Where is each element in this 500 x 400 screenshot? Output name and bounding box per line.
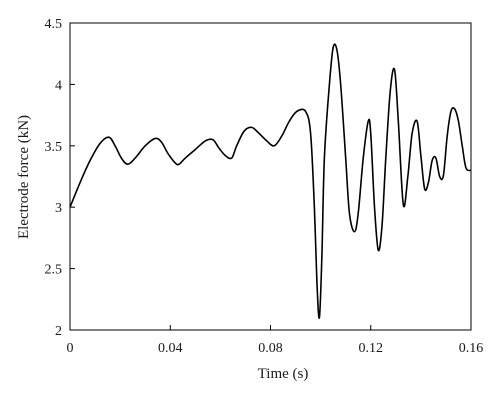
y-tick-label: 4.5 xyxy=(45,17,63,32)
y-tick-label: 3.5 xyxy=(45,140,63,155)
x-axis-label: Time (s) xyxy=(258,366,309,382)
y-tick-label: 2.5 xyxy=(45,263,63,278)
x-tick-label: 0.16 xyxy=(459,341,484,356)
plot-frame xyxy=(69,22,472,331)
series-line xyxy=(69,43,472,319)
series-layer xyxy=(69,43,472,319)
y-tick-label: 2 xyxy=(55,324,62,339)
x-tick-label: 0.04 xyxy=(158,341,183,356)
y-axis-label: Electrode force (kN) xyxy=(16,115,32,239)
y-tick-label: 4 xyxy=(55,78,62,93)
x-tick-label: 0.12 xyxy=(359,341,384,356)
y-tick-label: 3 xyxy=(55,201,62,216)
x-tick-label: 0.08 xyxy=(258,341,283,356)
y-axis-ticks: 2 2.5 3 3.5 4 4.5 xyxy=(45,17,75,339)
x-tick-label: 0 xyxy=(67,341,74,356)
x-axis-ticks: 0 0.04 0.08 0.12 0.16 xyxy=(67,325,484,356)
